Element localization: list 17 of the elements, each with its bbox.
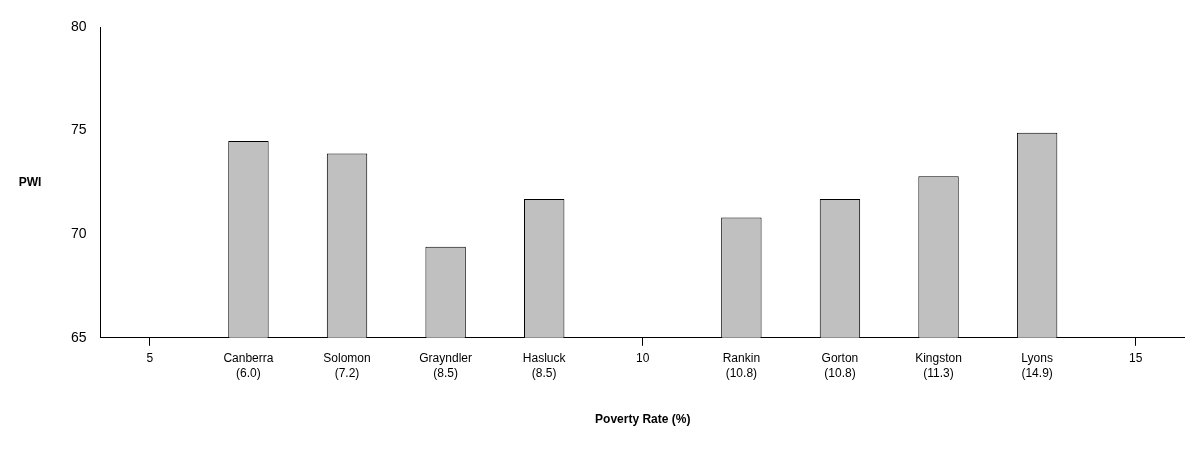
- x-tick-label: Rankin (10.8): [722, 351, 761, 380]
- x-tick-label: Gorton (10.8): [821, 351, 859, 380]
- x-tick-label: Solomon (7.2): [323, 351, 371, 380]
- x-tick-label: 5: [146, 351, 154, 366]
- x-tick-label: Canberra (6.0): [223, 351, 274, 380]
- y-axis-title: PWI: [18, 174, 42, 189]
- x-tick-label: Hasluck (8.5): [522, 351, 567, 380]
- x-tick-label: Lyons (14.9): [1021, 351, 1053, 380]
- x-tick-label: Grayndler (8.5): [419, 351, 472, 380]
- y-tick-label: 80: [70, 17, 87, 34]
- x-tick-label: 15: [1129, 351, 1143, 366]
- x-tick-label: Kingston (11.3): [915, 351, 962, 380]
- x-tick-label: 10: [636, 351, 650, 366]
- y-tick-label: 65: [70, 328, 87, 345]
- y-tick-label: 70: [70, 225, 87, 242]
- x-axis-title: Poverty Rate (%): [595, 412, 691, 427]
- y-tick-label: 75: [70, 121, 87, 138]
